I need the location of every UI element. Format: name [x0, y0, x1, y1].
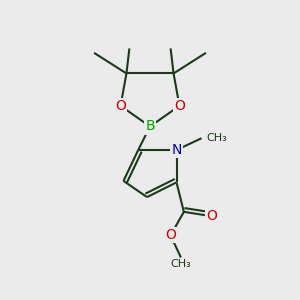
- Text: O: O: [174, 99, 185, 113]
- Text: N: N: [171, 143, 182, 157]
- Text: B: B: [145, 119, 155, 134]
- Text: O: O: [206, 209, 217, 223]
- Text: CH₃: CH₃: [206, 133, 227, 143]
- Text: O: O: [165, 228, 176, 242]
- Text: CH₃: CH₃: [170, 259, 191, 269]
- Text: O: O: [115, 99, 126, 113]
